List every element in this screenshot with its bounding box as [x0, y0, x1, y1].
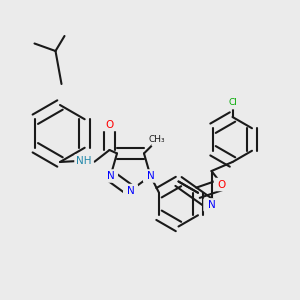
Text: N: N	[208, 200, 215, 210]
FancyBboxPatch shape	[203, 198, 220, 212]
FancyBboxPatch shape	[224, 96, 241, 109]
Text: CH₃: CH₃	[148, 135, 165, 144]
FancyBboxPatch shape	[103, 169, 118, 183]
FancyBboxPatch shape	[152, 133, 169, 147]
Text: O: O	[218, 179, 226, 190]
FancyBboxPatch shape	[101, 118, 118, 131]
Text: Cl: Cl	[228, 98, 237, 107]
Text: N: N	[127, 185, 134, 196]
Text: O: O	[105, 119, 114, 130]
Text: N: N	[147, 171, 154, 181]
FancyBboxPatch shape	[143, 169, 158, 183]
FancyBboxPatch shape	[214, 178, 230, 191]
Text: NH: NH	[76, 156, 92, 167]
FancyBboxPatch shape	[74, 154, 94, 169]
FancyBboxPatch shape	[123, 184, 138, 197]
Text: N: N	[107, 171, 114, 181]
